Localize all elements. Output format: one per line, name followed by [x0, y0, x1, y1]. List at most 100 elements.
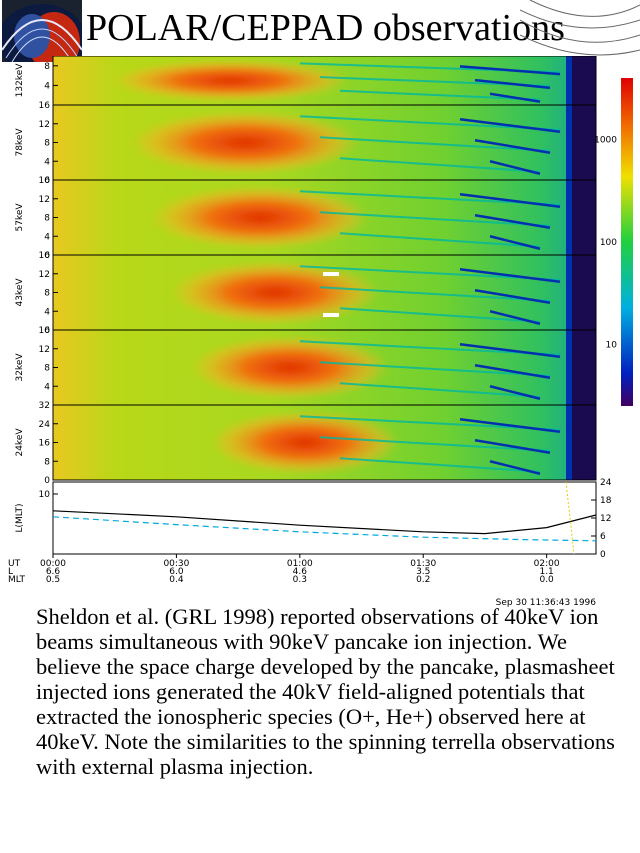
x-tick-label: 0.5 [46, 575, 60, 585]
x-axis-row-label: UT [8, 559, 21, 569]
dispersion-band [319, 286, 551, 302]
dispersion-band [459, 118, 561, 133]
panel-gap [572, 330, 596, 405]
energy-channel-label: 24keV [15, 428, 25, 457]
dispersion-band [339, 382, 541, 398]
x-tick-label: 3.5 [416, 567, 430, 577]
right-tick-label: 18 [600, 496, 612, 506]
colorbar-tick-label: 1000 [594, 136, 617, 146]
panel-edge [566, 56, 572, 105]
dispersion-band [339, 307, 541, 323]
dispersion-band [459, 193, 561, 208]
colorbar-tick-label: 100 [600, 238, 617, 248]
dispersion-band [489, 385, 541, 400]
y-tick-label: 10 [39, 490, 51, 500]
y-tick-label: 8 [44, 364, 50, 374]
dispersion-band [474, 139, 551, 154]
y-tick-label: 8 [44, 62, 50, 72]
y-tick-label: 16 [39, 251, 51, 261]
intensity-region [170, 261, 380, 324]
energy-panels: 48132keV048121678keV048121657keV04812164… [15, 56, 597, 486]
panel-edge [566, 255, 572, 330]
dispersion-band [459, 343, 561, 358]
energy-panel: 0 4 8 12 16 57keV [15, 176, 597, 261]
dispersion-band [319, 436, 551, 452]
x-tick-label: 0.2 [416, 575, 430, 585]
panel-edge [566, 180, 572, 255]
y-tick-label: 12 [39, 345, 50, 355]
energy-panel: 4 8 132keV [15, 56, 597, 106]
y-axis-label: L(MLT) [15, 503, 25, 532]
y-tick-label: 4 [44, 157, 50, 167]
dispersion-band [339, 457, 541, 473]
panel-gap [572, 255, 596, 330]
spectrogram-figure: 48132keV048121678keV048121657keV04812164… [8, 56, 633, 608]
plot-timestamp: Sep 30 11:36:43 1996 [496, 598, 597, 608]
colorbar: 10 100 1000 [594, 78, 633, 406]
energy-channel-label: 32keV [15, 353, 25, 382]
page-title: POLAR/CEPPAD observations [86, 7, 565, 49]
dispersion-band [474, 439, 551, 454]
y-tick-label: 8 [44, 457, 50, 467]
dispersion-band [489, 160, 541, 175]
dispersion-band [474, 214, 551, 229]
energy-channel-label: 57keV [15, 203, 25, 232]
x-tick-label: 01:00 [287, 559, 313, 569]
dispersion-band [474, 364, 551, 379]
dispersion-band [489, 92, 541, 103]
y-tick-label: 4 [44, 307, 50, 317]
x-tick-label: 02:00 [534, 559, 560, 569]
y-tick-label: 12 [39, 195, 50, 205]
panel-gap [572, 180, 596, 255]
dispersion-band [474, 289, 551, 304]
dispersion-band [474, 78, 551, 90]
panel-edge [566, 330, 572, 405]
y-tick-label: 4 [44, 81, 50, 91]
y-tick-label: 12 [39, 120, 50, 130]
beam-mark [323, 272, 339, 276]
energy-channel-label: 43keV [15, 278, 25, 307]
x-tick-label: 01:30 [410, 559, 436, 569]
right-tick-label: 12 [600, 514, 611, 524]
y-tick-label: 0 [44, 251, 50, 261]
y-tick-label: 4 [44, 232, 50, 242]
y-tick-label: 8 [44, 289, 50, 299]
intensity-region [150, 186, 370, 249]
dispersion-band [489, 310, 541, 325]
panel-gap [572, 405, 596, 480]
panel-gap [572, 56, 596, 105]
beam-mark [323, 313, 339, 317]
line-panel-frame [52, 481, 597, 555]
dispersion-band [489, 235, 541, 250]
energy-panel: 4 8 12 16 32keV [15, 326, 597, 406]
intensity-region [190, 336, 390, 399]
y-tick-label: 16 [39, 176, 51, 186]
y-tick-label: 0 [44, 176, 50, 186]
dispersion-band [339, 157, 541, 173]
energy-channel-label: 78keV [15, 128, 25, 157]
dispersion-band [339, 89, 541, 101]
colorbar-tick-label: 10 [606, 341, 618, 351]
y-tick-label: 16 [39, 326, 51, 336]
panel-edge [566, 405, 572, 480]
y-tick-label: 8 [44, 139, 50, 149]
y-tick-label: 32 [39, 401, 50, 411]
intensity-region [130, 111, 360, 174]
energy-channel-label: 132keV [15, 63, 25, 98]
panel-edge [566, 105, 572, 180]
y-tick-label: 4 [44, 382, 50, 392]
y-tick-label: 8 [44, 214, 50, 224]
series-line [52, 510, 597, 535]
right-tick-label: 6 [600, 532, 606, 542]
x-tick-label: 0.0 [539, 575, 554, 585]
field-lines-decoration [520, 0, 640, 56]
dispersion-band [489, 460, 541, 475]
dispersion-band [459, 65, 561, 76]
colorbar-scale [621, 78, 633, 406]
intensity-region [110, 59, 350, 102]
x-tick-label: 6.0 [169, 567, 184, 577]
y-tick-label: 0 [44, 326, 50, 336]
x-axis-row-label: L [8, 567, 13, 577]
dispersion-band [459, 418, 561, 433]
